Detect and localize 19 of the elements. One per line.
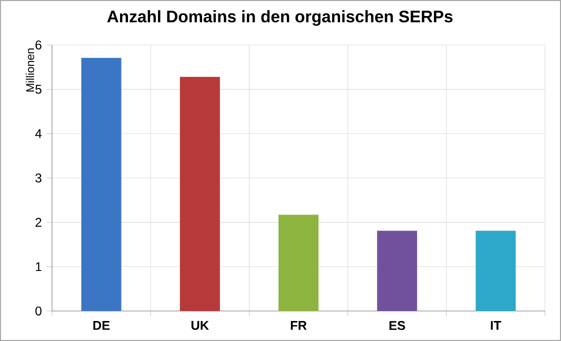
y-tick-label: 3 — [35, 174, 42, 182]
x-tick-label: DE — [93, 321, 110, 330]
bar — [377, 230, 418, 311]
x-tick-label: IT — [490, 321, 502, 330]
x-tick-label: UK — [192, 321, 209, 330]
y-tick-label: 0 — [35, 306, 42, 316]
bar — [180, 76, 220, 311]
y-tick-label: 4 — [35, 129, 42, 138]
x-tick-label: FR — [290, 321, 307, 330]
y-tick-label: 5 — [35, 84, 42, 94]
y-axis-title: Millionen — [26, 48, 34, 92]
y-tick-label: 1 — [36, 262, 42, 272]
bar — [278, 214, 318, 311]
x-tick-label: ES — [390, 321, 406, 330]
y-tick-label: 6 — [36, 40, 42, 50]
bar — [476, 230, 516, 311]
bar — [81, 58, 122, 311]
y-tick-label: 2 — [36, 218, 42, 227]
chart-title: Anzahl Domains in den organischen SERPs — [107, 10, 453, 26]
